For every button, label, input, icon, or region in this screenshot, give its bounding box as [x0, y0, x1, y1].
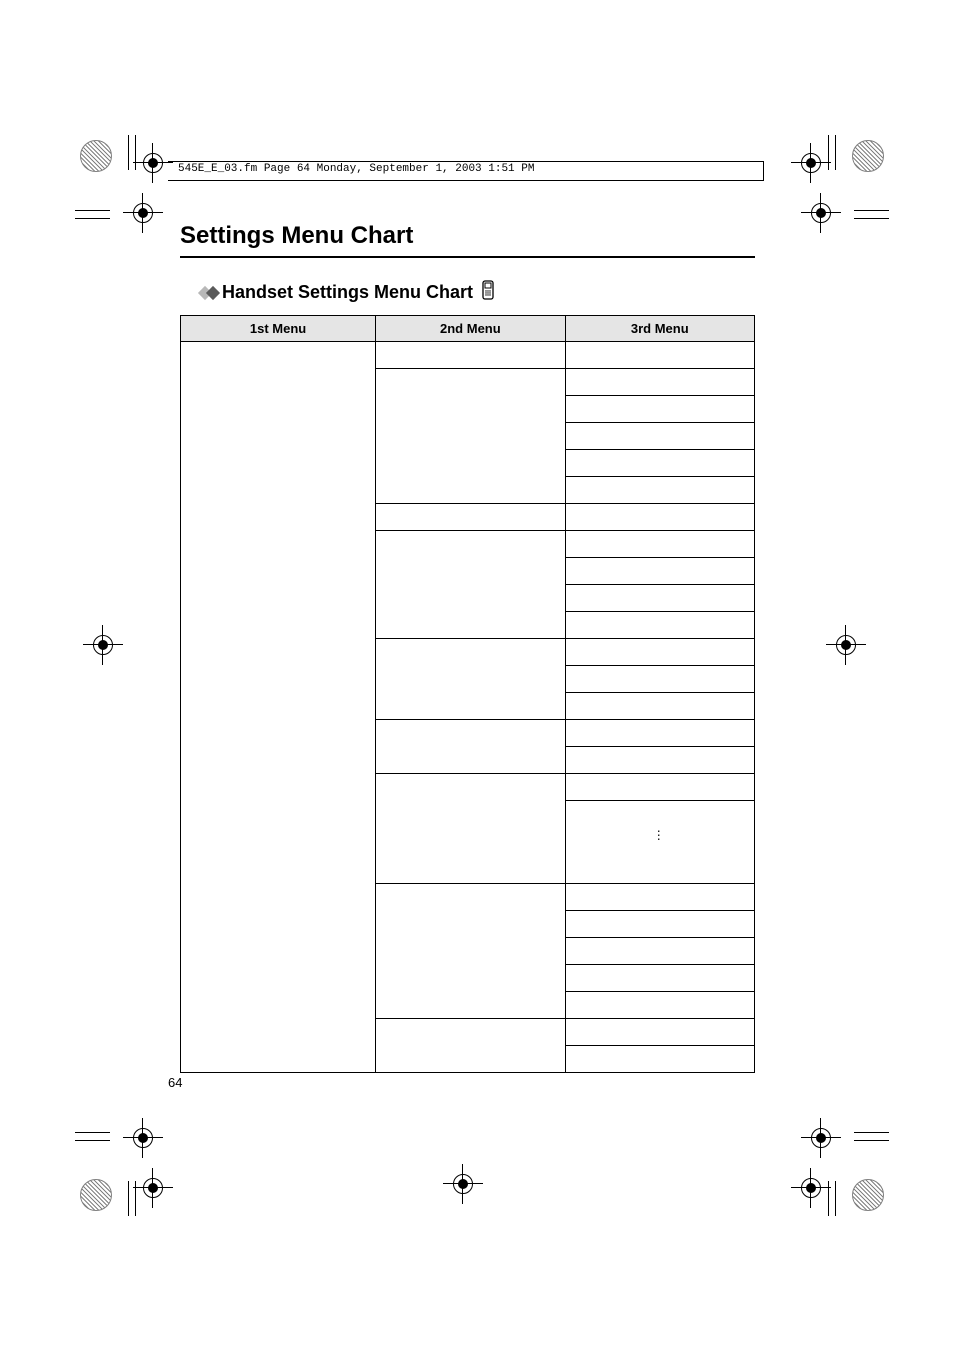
page-content: Settings Menu Chart Handset Settings Men…: [180, 222, 755, 1073]
table-cell: [565, 747, 754, 774]
table-cell: [565, 938, 754, 965]
handset-icon: [481, 280, 495, 305]
table-cell: [181, 342, 376, 1073]
table-cell: [376, 342, 565, 369]
table-cell: [565, 992, 754, 1019]
table-cell: [565, 396, 754, 423]
table-cell: [565, 477, 754, 504]
table-cell: [565, 884, 754, 911]
table-cell: [565, 558, 754, 585]
table-cell: [565, 450, 754, 477]
table-cell-vdots: ⋮: [565, 831, 754, 853]
table-cell: [565, 965, 754, 992]
table-cell: [376, 531, 565, 639]
col-header-3: 3rd Menu: [565, 316, 754, 342]
table-cell: [565, 853, 754, 884]
page-number: 64: [168, 1075, 182, 1090]
table-cell: [376, 369, 565, 504]
table-cell: [565, 911, 754, 938]
title-underline: [180, 256, 755, 258]
table-cell: [565, 369, 754, 396]
table-cell: [565, 801, 754, 832]
table-cell: [565, 666, 754, 693]
table-cell: [565, 504, 754, 531]
table-cell: [565, 1046, 754, 1073]
table-cell: [565, 585, 754, 612]
table-cell: [376, 720, 565, 774]
table-cell: [376, 1019, 565, 1073]
table-cell: [565, 531, 754, 558]
table-cell: [565, 720, 754, 747]
framemaker-header-text: 545E_E_03.fm Page 64 Monday, September 1…: [175, 162, 537, 176]
table-cell: [565, 423, 754, 450]
subtitle-row: Handset Settings Menu Chart: [200, 280, 755, 305]
page-title: Settings Menu Chart: [180, 222, 755, 250]
subtitle: Handset Settings Menu Chart: [222, 282, 473, 303]
table-cell: [565, 693, 754, 720]
table-cell: [565, 774, 754, 801]
table-cell: [376, 504, 565, 531]
table-cell: [565, 612, 754, 639]
table-cell: [565, 342, 754, 369]
table-cell: [376, 884, 565, 1019]
col-header-2: 2nd Menu: [376, 316, 565, 342]
menu-chart-table: 1st Menu 2nd Menu 3rd Menu: [180, 315, 755, 1073]
diamond-bullet-icon: [200, 288, 216, 298]
col-header-1: 1st Menu: [181, 316, 376, 342]
table-cell: [376, 774, 565, 884]
table-header-row: 1st Menu 2nd Menu 3rd Menu: [181, 316, 755, 342]
table-cell: [565, 1019, 754, 1046]
table-cell: [376, 639, 565, 720]
table-cell: [565, 639, 754, 666]
